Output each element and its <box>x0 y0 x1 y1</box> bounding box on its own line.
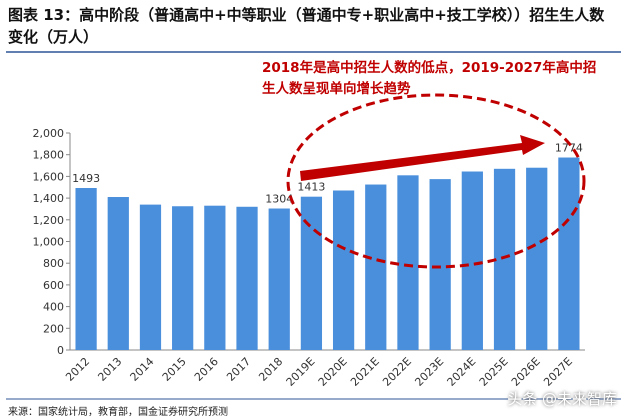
bar <box>300 196 323 350</box>
x-tick-label: 2014 <box>128 355 157 384</box>
x-tick-label: 2026E <box>509 355 543 389</box>
y-tick-label: 0 <box>57 344 64 357</box>
y-tick-label: 1,000 <box>33 236 65 249</box>
bar <box>268 208 290 350</box>
y-tick-label: 2,000 <box>33 127 65 140</box>
y-tick-label: 1,200 <box>33 214 65 227</box>
y-tick-label: 400 <box>43 301 64 314</box>
annotation: 2018年是高中招生人数的低点，2019-2027年高中招生人数呈现单向增长趋势 <box>262 60 597 97</box>
bar <box>461 171 483 350</box>
data-label: 1413 <box>297 181 325 194</box>
bar <box>493 168 516 350</box>
x-tick-label: 2019E <box>284 355 318 389</box>
watermark: 头条 @未来智库 <box>507 390 617 408</box>
y-tick-label: 600 <box>43 279 64 292</box>
y-tick-label: 800 <box>43 257 64 270</box>
x-tick-label: 2023E <box>412 355 446 389</box>
x-tick-label: 2024E <box>445 355 479 389</box>
y-tick-label: 1,600 <box>33 170 65 183</box>
bar <box>204 205 226 350</box>
bar <box>172 206 194 350</box>
source: 来源：国家统计局，教育部，国金证券研究所预测 <box>8 407 228 418</box>
trend-arrow <box>300 135 545 181</box>
x-tick-label: 2027E <box>541 355 575 389</box>
x-tick-label: 2013 <box>95 355 124 384</box>
x-tick-label: 2021E <box>348 355 382 389</box>
bar <box>429 179 451 350</box>
x-tick-label: 2015 <box>160 355 189 384</box>
x-tick-label: 2017 <box>224 355 253 384</box>
y-tick-label: 1,800 <box>33 149 65 162</box>
y-tick-label: 200 <box>43 322 64 335</box>
x-tick-label: 2022E <box>380 355 414 389</box>
y-tick-label: 1,400 <box>33 192 65 205</box>
data-label: 1493 <box>72 172 100 185</box>
bar <box>332 190 355 350</box>
bar <box>526 167 548 350</box>
bar <box>236 206 258 350</box>
x-tick-label: 2016 <box>192 355 221 384</box>
data-label: 1304 <box>265 193 293 206</box>
highlight-ellipse <box>286 93 586 269</box>
bar <box>139 204 162 350</box>
chart-title: 图表 13：高中阶段（普通高中+中等职业（普通中专+职业高中+技工学校））招生生… <box>8 6 605 46</box>
bar <box>365 184 387 350</box>
bar <box>397 175 419 350</box>
x-tick-label: 2025E <box>477 355 511 389</box>
x-tick-label: 2020E <box>316 355 350 389</box>
bar <box>558 157 580 350</box>
bar <box>75 188 97 350</box>
x-tick-label: 2012 <box>63 355 92 384</box>
x-tick-label: 2018 <box>256 355 285 384</box>
bar <box>107 197 129 350</box>
